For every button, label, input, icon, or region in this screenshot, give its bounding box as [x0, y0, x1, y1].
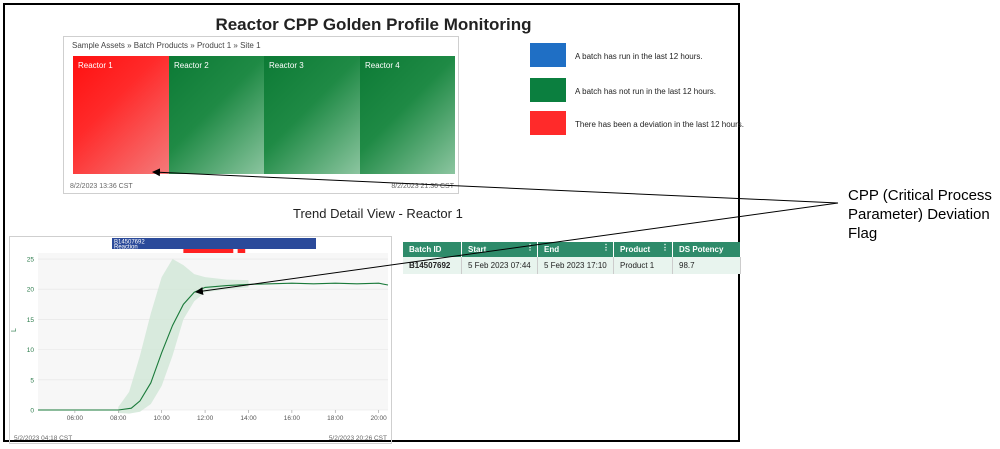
capsule-type: Reaction [114, 245, 138, 251]
cell-start: 5 Feb 2023 07:44 [461, 257, 538, 274]
deviation-flag[interactable] [183, 249, 234, 253]
header-product[interactable]: Product ⋮ [613, 242, 673, 257]
cell-end: 5 Feb 2023 17:10 [537, 257, 614, 274]
trend-chart[interactable]: B14507692 Reaction 0 5 10 15 20 25 06:00 08:00… [10, 237, 391, 443]
treemap-start-time: 8/2/2023 13:36 CST [70, 183, 133, 190]
x-tick-label: 12:00 [197, 415, 214, 422]
trend-start-time: 5/2/2023 04:18 CST [14, 435, 72, 442]
treemap-cell-reactor-4[interactable]: Reactor 4 [360, 56, 455, 174]
table-header-row: Batch ID Start ⋮ End ⋮ Product ⋮ DS Potency [403, 242, 741, 257]
legend-swatch-blue [530, 43, 566, 67]
treemap-cell-reactor-1[interactable]: Reactor 1 [73, 56, 169, 174]
legend-text-run: A batch has run in the last 12 hours. [575, 52, 703, 61]
trend-end-time: 5/2/2023 20:26 CST [329, 435, 387, 442]
cell-batch-id: B14507692 [403, 257, 462, 274]
cell-label: Reactor 3 [269, 61, 304, 70]
deviation-flag[interactable] [237, 249, 246, 253]
table-row[interactable]: B14507692 5 Feb 2023 07:44 5 Feb 2023 17… [403, 257, 741, 274]
trend-subtitle: Trend Detail View - Reactor 1 [293, 206, 463, 221]
x-tick-label: 16:00 [284, 415, 301, 422]
breadcrumb[interactable]: Sample Assets » Batch Products » Product… [72, 41, 261, 50]
golden-profile-band [118, 259, 249, 414]
batch-table: Batch ID Start ⋮ End ⋮ Product ⋮ DS Potency… [403, 242, 741, 274]
column-menu-icon[interactable]: ⋮ [602, 243, 610, 252]
reactor-treemap: Sample Assets » Batch Products » Product… [63, 36, 459, 194]
plot-area [38, 253, 388, 410]
trend-panel: B14507692 Reaction 0 5 10 15 20 25 06:00 08:00… [9, 236, 392, 444]
cell-label: Reactor 4 [365, 61, 400, 70]
x-tick-label: 18:00 [327, 415, 344, 422]
cell-label: Reactor 2 [174, 61, 209, 70]
x-tick-label: 10:00 [154, 415, 171, 422]
header-end[interactable]: End ⋮ [537, 242, 614, 257]
x-tick-label: 06:00 [67, 415, 84, 422]
y-tick-label: 0 [30, 408, 34, 415]
cell-product: Product 1 [613, 257, 673, 274]
annotation-line-3: Flag [848, 225, 878, 242]
y-axis-label: L [11, 328, 18, 332]
column-menu-icon[interactable]: ⋮ [661, 243, 669, 252]
column-menu-icon[interactable]: ⋮ [526, 243, 534, 252]
annotation-callout: CPP (Critical Process Parameter) Deviati… [848, 186, 992, 243]
y-tick-label: 15 [27, 317, 35, 324]
header-start[interactable]: Start ⋮ [461, 242, 538, 257]
annotation-line-2: Parameter) Deviation [848, 206, 990, 223]
annotation-line-1: CPP (Critical Process [848, 187, 992, 204]
treemap-cell-reactor-2[interactable]: Reactor 2 [169, 56, 265, 174]
x-tick-label: 14:00 [240, 415, 257, 422]
x-tick-label: 20:00 [371, 415, 388, 422]
header-ds-potency[interactable]: DS Potency [672, 242, 741, 257]
capsule-id: B14507692 [114, 240, 145, 246]
y-tick-label: 25 [27, 257, 35, 264]
y-tick-label: 10 [27, 347, 35, 354]
page-title: Reactor CPP Golden Profile Monitoring [215, 15, 532, 34]
legend-swatch-red [530, 111, 566, 135]
x-tick-label: 08:00 [110, 415, 127, 422]
cell-label: Reactor 1 [78, 61, 113, 70]
cell-ds-potency: 98.7 [672, 257, 741, 274]
legend-text-not-run: A batch has not run in the last 12 hours… [575, 87, 716, 96]
y-tick-label: 5 [30, 377, 34, 384]
header-batch-id[interactable]: Batch ID [403, 242, 462, 257]
treemap-cell-reactor-3[interactable]: Reactor 3 [264, 56, 360, 174]
legend-text-deviation: There has been a deviation in the last 1… [575, 120, 744, 129]
legend-swatch-green [530, 78, 566, 102]
y-tick-label: 20 [27, 287, 35, 294]
treemap-end-time: 8/2/2023 21:36 CST [391, 183, 454, 190]
